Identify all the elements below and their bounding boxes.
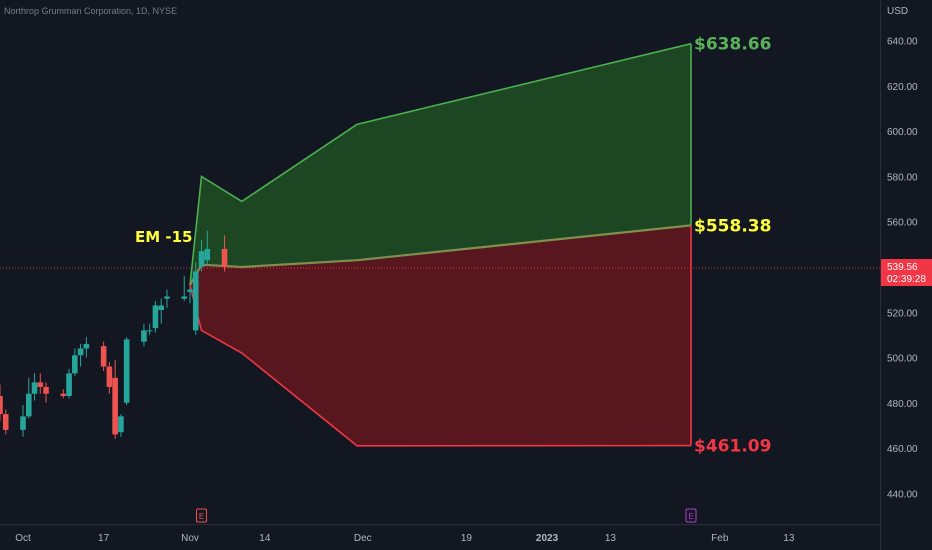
y-tick-label: 560.00: [887, 218, 918, 229]
time-axis[interactable]: [0, 524, 880, 550]
candle[interactable]: [66, 368, 72, 399]
y-tick-label: 440.00: [887, 489, 918, 500]
candle[interactable]: [141, 323, 147, 347]
candle[interactable]: [37, 373, 44, 394]
candle[interactable]: [25, 377, 32, 419]
candle[interactable]: [146, 323, 153, 335]
last-price-tag: 539.56 02:39:28: [881, 258, 932, 286]
chart-title: Northrop Grumman Corporation, 1D, NYSE: [4, 6, 177, 16]
y-tick-label: 580.00: [887, 172, 918, 183]
earnings-marker-label: E: [199, 512, 204, 521]
currency-label: USD: [887, 6, 908, 17]
x-tick-label: 19: [461, 533, 473, 544]
last-price-tag-bg: [881, 258, 932, 286]
candle-body: [164, 296, 170, 299]
x-tick-label: 14: [259, 533, 271, 544]
candle-body: [112, 377, 118, 435]
candle-body: [77, 348, 84, 356]
candle[interactable]: [83, 337, 90, 358]
earnings-marker-box: [196, 508, 208, 523]
candle[interactable]: [106, 362, 113, 394]
candle-body: [72, 355, 78, 374]
y-tick-label: 640.00: [887, 37, 918, 48]
candle-body: [100, 346, 107, 367]
y-tick-label: 520.00: [887, 308, 918, 319]
lower-range-label: $461.09: [694, 437, 771, 457]
candle-body: [106, 366, 113, 387]
candle-body: [2, 414, 9, 430]
candle-body: [25, 393, 32, 417]
candle-body: [152, 305, 159, 329]
earnings-marker[interactable]: E: [685, 508, 697, 523]
candle[interactable]: [123, 337, 130, 406]
y-tick-label: 500.00: [887, 354, 918, 365]
candle[interactable]: [181, 276, 188, 301]
candle[interactable]: [31, 373, 38, 401]
candle-body: [192, 271, 199, 331]
candle-body: [43, 386, 49, 394]
earnings-marker[interactable]: E: [196, 508, 208, 523]
candle[interactable]: [118, 414, 124, 437]
x-tick-label: 13: [605, 533, 617, 544]
candle-body: [31, 382, 38, 394]
y-tick-label: 480.00: [887, 399, 918, 410]
x-tick-label: Oct: [15, 533, 31, 544]
candle[interactable]: [164, 289, 170, 308]
candle-body: [123, 339, 130, 403]
candle-body: [146, 330, 153, 332]
last-price-countdown: 02:39:28: [887, 274, 926, 285]
candle[interactable]: [192, 262, 199, 335]
y-tick-label: 460.00: [887, 444, 918, 455]
lower-range-zone: [190, 225, 691, 446]
candle-body: [66, 373, 72, 396]
earnings-marker-box: [685, 508, 697, 523]
candle[interactable]: [221, 235, 228, 272]
earnings-marker-label: E: [688, 512, 693, 521]
candle-body: [83, 343, 90, 349]
candle-body: [158, 305, 165, 310]
candle[interactable]: [77, 343, 84, 367]
candle[interactable]: [60, 389, 67, 399]
candle[interactable]: [112, 359, 118, 439]
candle[interactable]: [100, 341, 107, 372]
candle[interactable]: [20, 405, 26, 437]
y-tick-label: 620.00: [887, 82, 918, 93]
candle-body: [37, 382, 44, 387]
x-tick-label: Nov: [181, 533, 199, 544]
candle-body: [118, 416, 124, 433]
candle[interactable]: [187, 287, 193, 304]
x-tick-label: Feb: [711, 533, 729, 544]
candle-body: [20, 416, 26, 430]
candle[interactable]: [152, 300, 159, 333]
upper-range-zone: [190, 43, 691, 286]
expected-move-label: EM -15: [135, 228, 193, 246]
candle-body: [187, 289, 193, 292]
candle-body: [221, 248, 228, 267]
y-tick-label: 600.00: [887, 127, 918, 138]
candle-body: [198, 251, 205, 267]
candle[interactable]: [43, 382, 49, 403]
candle-body: [0, 395, 3, 415]
x-tick-label: 17: [98, 533, 110, 544]
candle-body: [60, 393, 67, 396]
x-tick-label: Dec: [354, 533, 372, 544]
upper-range-label: $638.66: [694, 35, 771, 55]
x-tick-label: 2023: [536, 533, 559, 544]
candle-body: [181, 296, 188, 299]
mid-range-line: [189, 224, 692, 286]
last-price-value: 539.56: [887, 262, 918, 273]
candle[interactable]: [204, 230, 211, 265]
x-tick-label: 13: [783, 533, 795, 544]
candle[interactable]: [158, 298, 165, 324]
candle-body: [141, 330, 147, 342]
candle[interactable]: [198, 239, 205, 272]
candle[interactable]: [2, 409, 9, 435]
candle[interactable]: [72, 348, 78, 376]
candle-body: [204, 248, 211, 261]
upper-range-line: [189, 42, 692, 286]
candle[interactable]: [0, 384, 3, 421]
mid-range-label: $558.38: [694, 216, 771, 236]
